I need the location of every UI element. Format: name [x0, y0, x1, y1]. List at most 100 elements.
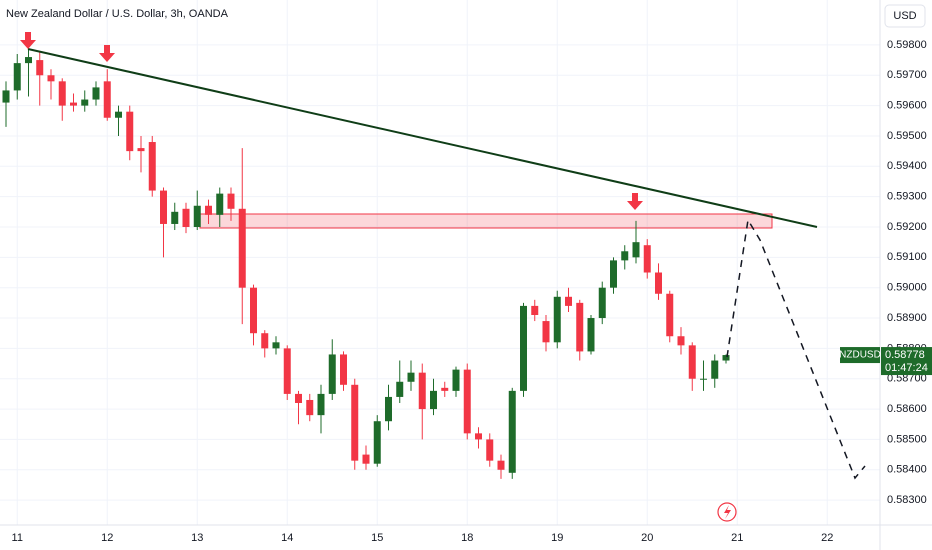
- candle-body: [632, 242, 640, 258]
- candle-body: [553, 296, 561, 343]
- x-tick-label: 14: [281, 532, 293, 544]
- y-tick-label: 0.58900: [887, 312, 927, 324]
- candle-body: [441, 387, 449, 391]
- currency-label: USD: [893, 10, 916, 22]
- price-tag-label: 0.58778: [885, 349, 925, 361]
- symbol-label: NZDUSD: [839, 350, 881, 361]
- x-tick-label: 20: [641, 532, 653, 544]
- candle-body: [317, 393, 325, 416]
- candle-body: [587, 318, 595, 352]
- y-tick-label: 0.58400: [887, 464, 927, 476]
- candle-body: [306, 399, 314, 416]
- countdown-label: 01:47:24: [885, 362, 928, 374]
- price-axis: [880, 0, 932, 550]
- candle-body: [92, 87, 100, 100]
- candle-body: [407, 372, 415, 382]
- currency-button[interactable]: [884, 4, 926, 28]
- x-tick-label: 19: [551, 532, 563, 544]
- chart-title: New Zealand Dollar / U.S. Dollar, 3h, OA…: [6, 8, 229, 20]
- candle-body: [475, 433, 482, 440]
- candle-body: [238, 208, 246, 288]
- candle-body: [81, 99, 89, 106]
- trend-line: [27, 48, 818, 228]
- grid: [0, 0, 880, 525]
- x-tick-label: 21: [731, 532, 743, 544]
- candle-body: [520, 305, 527, 391]
- candle-body: [36, 60, 44, 76]
- candle-body: [418, 372, 426, 410]
- candle-body: [463, 369, 471, 434]
- y-tick-label: 0.59100: [887, 251, 927, 263]
- y-tick-label: 0.59300: [887, 191, 927, 203]
- candle-body: [25, 57, 32, 64]
- arrow-markers: [20, 32, 643, 210]
- candle-body: [655, 272, 662, 294]
- x-tick-label: 22: [821, 532, 833, 544]
- x-tick-label: 11: [12, 532, 23, 544]
- y-tick-label: 0.59600: [887, 100, 927, 112]
- y-tick-label: 0.59400: [887, 160, 927, 172]
- candle-body: [486, 439, 494, 461]
- y-tick-label: 0.58600: [887, 403, 927, 415]
- y-tick-label: 0.59700: [887, 69, 927, 81]
- y-tick-label: 0.58500: [887, 433, 927, 445]
- candle-body: [497, 460, 505, 470]
- y-tick-label: 0.59000: [887, 282, 927, 294]
- symbol-tag: [840, 347, 880, 364]
- arrow: [627, 193, 643, 210]
- candle-body: [351, 384, 359, 461]
- x-tick-label: 15: [371, 532, 383, 544]
- candle-body: [160, 190, 167, 224]
- candle-body: [452, 369, 460, 391]
- candle-body: [385, 396, 392, 422]
- candle-body: [508, 390, 516, 473]
- candle-body: [362, 454, 370, 464]
- resistance-zone: [199, 213, 773, 229]
- candle-body: [677, 336, 685, 346]
- y-tick-label: 0.58300: [887, 494, 927, 506]
- candle-body: [2, 90, 10, 103]
- candle-body: [621, 251, 629, 261]
- candle-body: [340, 354, 347, 385]
- candle-body: [47, 75, 55, 82]
- candle-body: [137, 148, 145, 152]
- projection-path: [726, 217, 866, 480]
- candle-body: [126, 111, 134, 152]
- candle-body: [576, 302, 584, 352]
- candle-body: [171, 211, 179, 224]
- candle-body: [700, 378, 707, 380]
- candle-body: [565, 296, 572, 306]
- candle-body: [722, 355, 730, 361]
- candle-body: [610, 260, 617, 288]
- candle-body: [373, 421, 381, 464]
- candle-body: [58, 81, 66, 106]
- candle-body: [666, 293, 674, 337]
- candle-body: [261, 333, 269, 349]
- candle-body: [182, 208, 190, 227]
- candle-body: [430, 390, 437, 410]
- candle-body: [115, 111, 122, 118]
- candle-body: [531, 305, 539, 315]
- arrow: [20, 32, 36, 49]
- candle-body: [13, 63, 21, 91]
- candle-body: [283, 348, 291, 394]
- y-tick-label: 0.59200: [887, 221, 927, 233]
- event-icon-bolt: [724, 505, 731, 519]
- candle-body: [148, 142, 156, 191]
- candle-body: [103, 81, 111, 118]
- price-tag: [881, 347, 932, 376]
- candle-body: [205, 205, 212, 215]
- candle-body: [272, 342, 280, 349]
- candles: [2, 44, 730, 479]
- x-tick-label: 12: [101, 532, 113, 544]
- candle-body: [396, 381, 404, 397]
- candle-body: [227, 193, 235, 209]
- candle-body: [598, 287, 606, 319]
- arrow: [99, 45, 115, 62]
- candle-body: [711, 360, 719, 379]
- candle-body: [193, 205, 201, 227]
- candle-body: [688, 345, 696, 379]
- candle-body: [295, 393, 302, 404]
- candle-body: [216, 193, 224, 215]
